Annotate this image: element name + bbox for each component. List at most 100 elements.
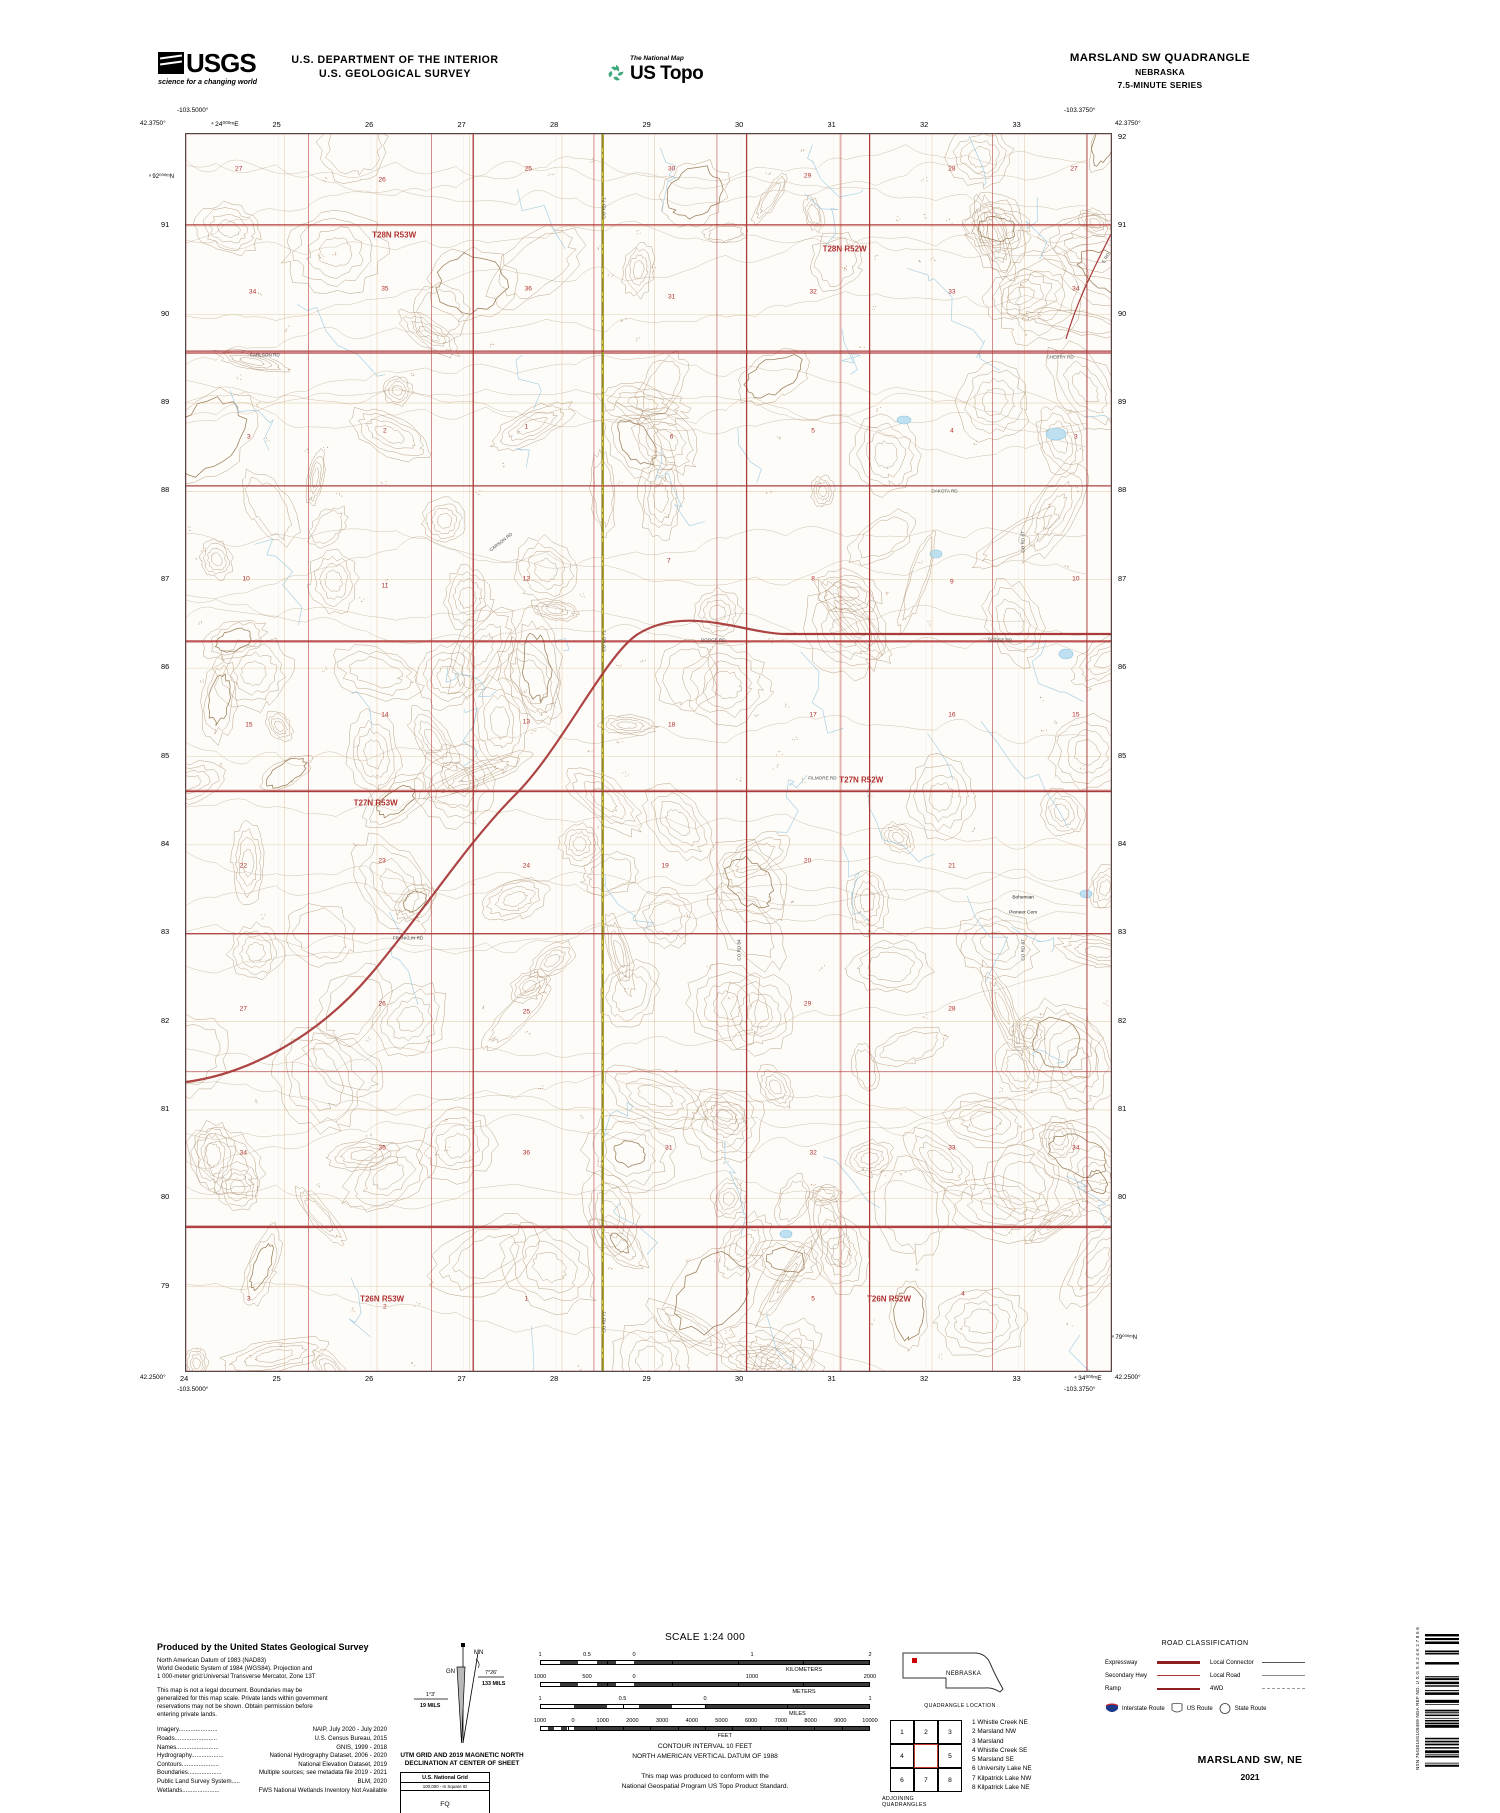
road-class-label: Local Road bbox=[1210, 1672, 1241, 1679]
source-label: Roads......................... bbox=[157, 1735, 217, 1743]
quadrangle-name: MARSLAND SW QUADRANGLE bbox=[1069, 52, 1251, 64]
adjoining-center-cell bbox=[914, 1744, 938, 1768]
footer-quad-title: MARSLAND SW, NE bbox=[1197, 1755, 1303, 1766]
right-tick-84: 84 bbox=[1118, 838, 1127, 848]
corner-nw-latitude: 42.3750° bbox=[140, 120, 166, 127]
credits-title: Produced by the United States Geological… bbox=[157, 1642, 369, 1652]
right-tick-91: 91 bbox=[1118, 220, 1127, 230]
top-tick-33: 33 bbox=[1012, 120, 1021, 129]
scale-label: 0.5 bbox=[583, 1652, 591, 1658]
usng-title: U.S. National Grid bbox=[401, 1773, 489, 1783]
quadrangle-heading: MARSLAND SW QUADRANGLE NEBRASKA 7.5-MINU… bbox=[1020, 52, 1300, 90]
scale-unit-label: METERS bbox=[792, 1689, 816, 1695]
us-shield-icon bbox=[1171, 1702, 1183, 1713]
source-label: Imagery....................... bbox=[157, 1726, 218, 1734]
bottom-tick-33: 33 bbox=[1012, 1374, 1021, 1383]
svg-text:133 MILS: 133 MILS bbox=[482, 1681, 506, 1687]
state-shield-icon bbox=[1219, 1703, 1231, 1714]
utm-top-first-label: ⁴ 24⁰⁰⁰ᵐE bbox=[211, 121, 239, 128]
scale-unit-label: MILES bbox=[788, 1711, 806, 1717]
source-value: FWS National Wetlands Inventory Not Avai… bbox=[258, 1786, 387, 1794]
adjoining-name: 1 Whistle Creek NE bbox=[972, 1719, 1028, 1726]
declination-svg: MN GN 7°26' 133 MILS 1°3' 19 MILS bbox=[414, 1643, 506, 1744]
route-shields: Interstate Route US Route State Route bbox=[1105, 1702, 1305, 1715]
corner-se-longitude: -103.3750° bbox=[1064, 1386, 1096, 1393]
road-class-row: Secondary Hwy bbox=[1105, 1669, 1200, 1682]
source-row: Contours...................... National E… bbox=[157, 1761, 387, 1770]
right-tick-83: 83 bbox=[1118, 927, 1127, 937]
source-label: Hydrography................... bbox=[157, 1752, 224, 1760]
road-class-row: 4WD bbox=[1210, 1682, 1305, 1695]
contour-lines bbox=[186, 134, 1111, 1371]
svg-text:7°26': 7°26' bbox=[485, 1670, 497, 1676]
conform-line-1: This map was produced to conform with th… bbox=[641, 1773, 769, 1780]
road-class-sample bbox=[1262, 1688, 1305, 1689]
left-tick-79: 79 bbox=[161, 1280, 170, 1290]
top-tick-28: 28 bbox=[550, 120, 559, 129]
left-tick-83: 83 bbox=[161, 927, 170, 937]
department-line-1: U.S. DEPARTMENT OF THE INTERIOR bbox=[291, 54, 499, 66]
road-class-label: 4WD bbox=[1210, 1685, 1224, 1692]
adjoining-cell-4: 4 bbox=[890, 1744, 914, 1768]
national-map-leaf-icon bbox=[608, 65, 624, 81]
adjoining-name: 5 Marsland SE bbox=[972, 1756, 1014, 1764]
source-label: Contours...................... bbox=[157, 1760, 219, 1768]
left-tick-87: 87 bbox=[161, 573, 170, 583]
source-value: Multiple sources; see metadata file 2019… bbox=[258, 1769, 387, 1777]
road-class-row: Expressway bbox=[1105, 1656, 1200, 1669]
map-frame[interactable]: 27 26 25 30 29 28 27 34 35 36 31 32 33 34 3 2 1 6 5 4 3 10 11 1… bbox=[185, 133, 1112, 1372]
scale-label: 0 bbox=[571, 1718, 575, 1724]
route-shield-interstate: Interstate Route bbox=[1105, 1702, 1165, 1715]
left-tick-91: 91 bbox=[161, 220, 170, 230]
left-tick-84: 84 bbox=[161, 838, 170, 848]
route-shield-state: State Route bbox=[1218, 1702, 1266, 1715]
sheet-header: USGS science for a changing world U.S. D… bbox=[0, 0, 1500, 105]
scale-bar-graphic bbox=[540, 1726, 870, 1731]
road-class-sample bbox=[1262, 1675, 1305, 1676]
scale-title: SCALE 1:24 000 bbox=[664, 1632, 746, 1643]
scale-label: 5000 bbox=[715, 1718, 728, 1724]
left-tick-85: 85 bbox=[161, 750, 170, 760]
scale-label: 8000 bbox=[804, 1718, 817, 1724]
top-tick-26: 26 bbox=[365, 120, 374, 129]
road-class-label: Expressway bbox=[1105, 1659, 1138, 1666]
scale-label: 1000 bbox=[533, 1718, 547, 1724]
road-class-right-column: Local Connector Local Road 4WD bbox=[1210, 1656, 1305, 1695]
scale-label: 0.5 bbox=[618, 1696, 627, 1702]
source-value: U.S. Census Bureau, 2015 bbox=[314, 1735, 388, 1743]
corner-ne-latitude: 42.3750° bbox=[1115, 120, 1141, 127]
nebraska-shape-icon bbox=[902, 1652, 1004, 1693]
nebraska-outline: NEBRASKA bbox=[900, 1645, 1012, 1697]
scale-label: 7000 bbox=[774, 1718, 788, 1724]
source-value: NAIP, July 2020 - July 2020 bbox=[312, 1726, 387, 1734]
bottom-tick-32: 32 bbox=[920, 1374, 929, 1383]
road-class-sample bbox=[1157, 1661, 1200, 1664]
adjoining-cell-1: 1 bbox=[890, 1720, 914, 1744]
scale-label: 1000 bbox=[596, 1718, 609, 1724]
adjoining-cell-5: 5 bbox=[938, 1744, 962, 1768]
topographic-map[interactable] bbox=[186, 134, 1111, 1371]
adjoining-name: 7 Kilpatrick Lake NW bbox=[972, 1774, 1032, 1782]
adjoining-name: 2 Marsland NW bbox=[972, 1728, 1017, 1736]
footer-year: 2021 bbox=[1240, 1772, 1260, 1782]
road-classification-title: ROAD CLASSIFICATION bbox=[1161, 1640, 1249, 1647]
route-shield-label: Interstate Route bbox=[1122, 1705, 1165, 1712]
declination-caption-line-1: UTM GRID AND 2019 MAGNETIC NORTH bbox=[400, 1752, 524, 1759]
source-row: Roads......................... U.S. Censu… bbox=[157, 1735, 387, 1744]
source-row: Names......................... GNIS, 1999… bbox=[157, 1744, 387, 1753]
source-value: National Elevation Dataset, 2019 bbox=[298, 1760, 387, 1768]
road-class-sample bbox=[1262, 1662, 1305, 1663]
scale-label: 0 bbox=[703, 1696, 707, 1702]
corner-sw-latitude: 42.2500° bbox=[140, 1374, 166, 1381]
road-class-row: Local Road bbox=[1210, 1669, 1305, 1682]
scale-label: 1 bbox=[538, 1652, 542, 1658]
source-value: National Hydrography Dataset, 2006 - 202… bbox=[269, 1752, 387, 1760]
department-heading: U.S. DEPARTMENT OF THE INTERIOR U.S. GEO… bbox=[250, 53, 540, 81]
scale-label: 10000 bbox=[862, 1718, 878, 1724]
scale-label: 1 bbox=[750, 1652, 754, 1658]
adjoining-names: 1 Whistle Creek NE 2 Marsland NW 3 Marslan… bbox=[972, 1718, 1032, 1792]
right-tick-92: 92 bbox=[1118, 132, 1127, 141]
usgs-logo: USGS science for a changing world bbox=[158, 50, 257, 86]
adjoining-cell-7: 7 bbox=[914, 1768, 938, 1792]
